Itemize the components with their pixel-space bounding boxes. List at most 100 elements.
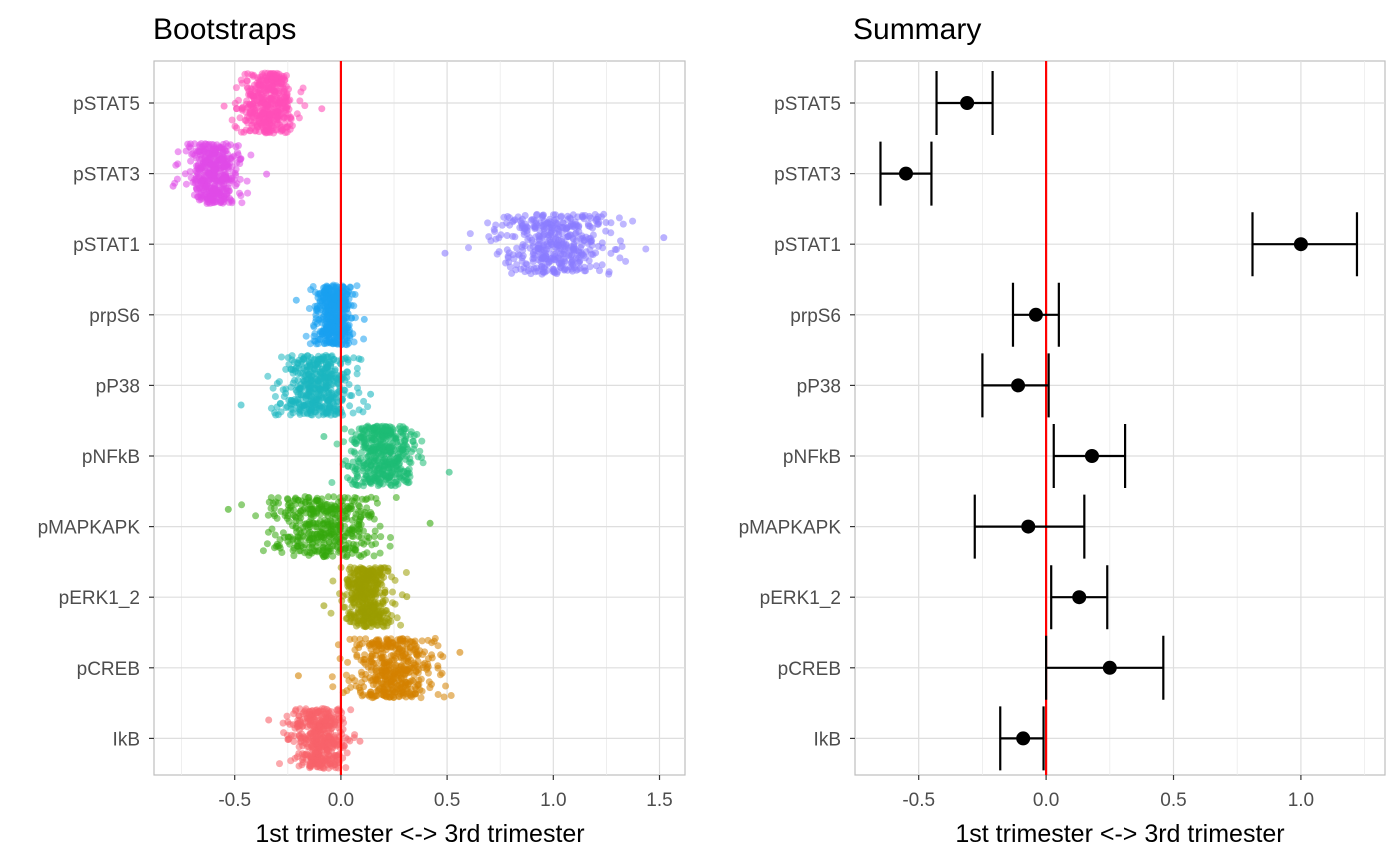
bootstrap-point xyxy=(269,94,277,102)
bootstrap-point xyxy=(237,401,245,409)
bootstrap-point xyxy=(328,673,336,681)
bootstrap-point xyxy=(174,160,182,168)
bootstrap-point xyxy=(341,603,349,611)
bootstrap-point xyxy=(521,242,529,250)
bootstrap-point xyxy=(323,521,331,529)
bootstrap-point xyxy=(325,709,333,717)
bootstrap-point xyxy=(325,396,332,404)
bootstrap-point xyxy=(352,682,360,690)
x-tick-label: 0.5 xyxy=(434,790,460,811)
bootstrap-point xyxy=(540,221,548,229)
summary-pSTAT1 xyxy=(1251,212,1359,277)
bootstrap-point xyxy=(220,102,228,110)
bootstrap-point xyxy=(381,423,389,431)
bootstrap-point xyxy=(212,186,220,194)
bootstrap-point xyxy=(411,441,419,449)
bootstrap-point xyxy=(365,425,373,432)
bootstrap-point xyxy=(358,426,366,433)
bootstrap-point xyxy=(424,669,432,677)
bootstrap-point xyxy=(321,320,329,328)
bootstrap-point xyxy=(318,705,326,713)
bootstrap-point xyxy=(277,507,285,515)
bootstrap-point xyxy=(333,440,341,448)
bootstrap-point xyxy=(306,505,314,513)
bootstrap-point xyxy=(275,499,282,507)
bootstrap-point xyxy=(270,510,278,518)
bootstrap-point xyxy=(551,251,559,258)
bootstrap-point xyxy=(362,471,370,479)
bootstrap-point xyxy=(426,684,434,692)
bootstrap-point xyxy=(341,336,349,344)
bootstrap-point xyxy=(348,463,356,471)
bootstrap-point xyxy=(347,447,355,455)
bootstrap-point xyxy=(547,238,555,246)
bootstrap-point xyxy=(289,379,297,387)
bootstrap-point xyxy=(341,386,349,394)
bootstrap-point xyxy=(355,532,363,540)
bootstrap-point xyxy=(349,290,357,298)
bootstrap-point xyxy=(345,540,353,547)
bootstrap-point xyxy=(383,622,391,630)
bootstrap-point xyxy=(238,501,246,509)
bootstrap-point xyxy=(308,402,316,410)
bootstrap-point xyxy=(391,479,399,487)
bootstrap-point xyxy=(358,539,365,547)
bootstrap-point xyxy=(296,97,304,105)
bootstrap-point xyxy=(259,72,267,80)
bootstrap-point xyxy=(282,365,290,373)
bootstrap-point xyxy=(305,711,313,719)
bootstrap-point xyxy=(434,642,442,650)
bootstrap-point xyxy=(502,259,510,267)
summary-panel: Summary pSTAT5 pSTAT3 pSTAT1 prpS6 pP38 pNFkB… xyxy=(739,13,1386,848)
bootstrap-point xyxy=(193,186,201,193)
bootstrap-point xyxy=(244,189,252,197)
bootstrap-point xyxy=(439,653,447,661)
bootstrap-point xyxy=(289,546,297,554)
bootstrap-point xyxy=(276,536,284,544)
bootstrap-point xyxy=(509,232,517,240)
bootstrap-point xyxy=(399,686,406,694)
bootstrap-point xyxy=(327,381,335,388)
bootstrap-point xyxy=(538,214,546,221)
bootstrap-point xyxy=(376,522,384,530)
bootstrap-point xyxy=(506,263,514,271)
bootstrap-point xyxy=(395,693,403,701)
bootstrap-point xyxy=(331,302,339,310)
y-tick-label: pSTAT5 xyxy=(774,94,841,115)
bootstrap-point xyxy=(301,549,309,557)
y-tick-label: prpS6 xyxy=(790,306,841,327)
bootstrap-point xyxy=(364,663,372,671)
bootstrap-point xyxy=(305,521,313,529)
bootstrap-point xyxy=(204,169,212,177)
bootstrap-point xyxy=(244,84,252,92)
bootstrap-point xyxy=(425,678,433,686)
bootstrap-point xyxy=(211,172,219,180)
bootstrap-point xyxy=(280,393,288,400)
bootstrap-point xyxy=(344,658,352,666)
bootstrap-point xyxy=(348,525,356,533)
bootstrap-point xyxy=(318,524,326,532)
bootstrap-point xyxy=(360,335,368,343)
y-tick-label: pSTAT3 xyxy=(774,165,841,186)
bootstrap-point xyxy=(313,302,321,310)
bootstrap-point xyxy=(360,570,367,578)
bootstrap-point xyxy=(311,739,319,747)
bootstrap-point xyxy=(368,436,376,444)
bootstrap-point xyxy=(280,73,288,80)
bootstrap-point xyxy=(285,533,292,541)
bootstrap-point xyxy=(523,261,531,269)
bootstrap-point xyxy=(311,288,319,296)
bootstrap-point xyxy=(228,116,236,124)
bootstrap-point xyxy=(364,609,371,616)
bootstrap-point xyxy=(616,254,624,262)
bootstrap-point xyxy=(369,620,377,628)
bootstrap-point xyxy=(356,525,363,533)
bootstrap-point xyxy=(284,718,292,726)
bootstrap-point xyxy=(354,609,362,617)
bootstrap-point xyxy=(247,151,255,159)
bootstrap-point xyxy=(295,712,303,720)
bootstrap-point xyxy=(182,147,190,155)
bootstrap-point xyxy=(211,166,219,174)
bootstrap-point xyxy=(333,398,341,406)
